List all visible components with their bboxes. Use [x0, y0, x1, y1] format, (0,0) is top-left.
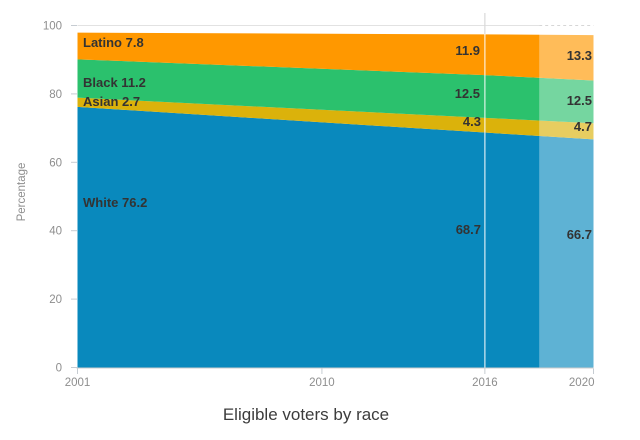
y-axis-title: Percentage: [16, 163, 28, 222]
value-black-2020: 12.5: [567, 93, 592, 108]
x-tick-label-2016: 2016: [472, 377, 498, 389]
value-black-2016: 12.5: [455, 86, 480, 101]
plot-area: 0 20 40 60 80 100 2001 2010 2016 2020: [43, 13, 595, 389]
x-tick-label-2020: 2020: [569, 377, 595, 389]
value-asian-2020: 4.7: [574, 119, 592, 134]
value-latino-2016: 11.9: [455, 43, 480, 58]
y-tick-label-40: 40: [49, 226, 62, 238]
y-tick-label-80: 80: [49, 89, 62, 101]
label-white-2001: White 76.2: [83, 195, 147, 210]
projection-band: [539, 25, 594, 368]
x-tick-label-2001: 2001: [65, 377, 91, 389]
x-tick-label-2010: 2010: [309, 377, 335, 389]
area-white: [77, 106, 594, 368]
area-asian: [77, 97, 594, 140]
chart-title: Eligible voters by race: [223, 405, 389, 424]
label-asian-2001: Asian 2.7: [83, 94, 140, 109]
value-labels-2016: 11.9 12.5 4.3 68.7: [455, 43, 481, 237]
label-black-2001: Black 11.2: [83, 75, 146, 90]
area-black: [77, 59, 594, 124]
y-tick-label-100: 100: [43, 21, 62, 33]
value-white-2020: 66.7: [567, 227, 592, 242]
value-labels-2020: 13.3 12.5 4.7 66.7: [567, 48, 592, 242]
y-tick-label-0: 0: [56, 363, 62, 375]
y-tick-label-20: 20: [49, 294, 62, 306]
y-tick-label-60: 60: [49, 157, 62, 169]
area-latino: [77, 32, 594, 81]
label-latino-2001: Latino 7.8: [83, 35, 144, 50]
value-white-2016: 68.7: [456, 222, 481, 237]
series-labels-2001: Latino 7.8 Black 11.2 Asian 2.7 White 76…: [83, 35, 147, 210]
value-asian-2016: 4.3: [463, 114, 481, 129]
value-latino-2020: 13.3: [567, 48, 592, 63]
